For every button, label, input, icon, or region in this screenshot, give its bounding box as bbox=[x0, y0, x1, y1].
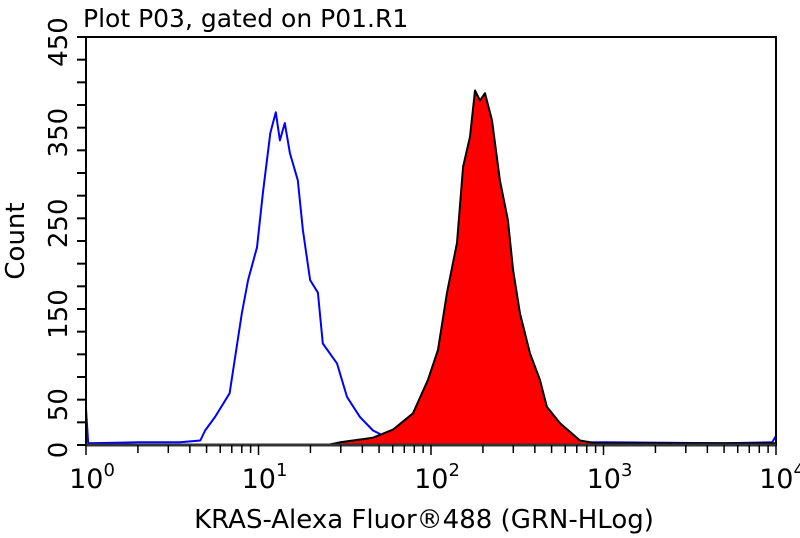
y-tick-label: 150 bbox=[44, 289, 74, 339]
chart-title: Plot P03, gated on P01.R1 bbox=[83, 4, 408, 33]
y-tick-label: 350 bbox=[44, 108, 74, 158]
x-tick-exponent: 4 bbox=[793, 460, 800, 481]
x-tick-base: 10 bbox=[759, 464, 793, 495]
x-tick-base: 10 bbox=[414, 464, 448, 495]
x-tick-label: 101 bbox=[242, 460, 288, 495]
x-tick-base: 10 bbox=[242, 464, 276, 495]
y-tick-label: 0 bbox=[44, 442, 74, 459]
x-tick-exponent: 3 bbox=[621, 460, 632, 481]
y-tick-label: 50 bbox=[44, 388, 74, 421]
x-tick-base: 10 bbox=[69, 464, 103, 495]
x-tick-exponent: 1 bbox=[276, 460, 287, 481]
x-tick-label: 103 bbox=[587, 460, 633, 495]
x-tick-label: 104 bbox=[759, 460, 800, 495]
y-tick-label: 450 bbox=[44, 17, 74, 67]
x-tick-base: 10 bbox=[587, 464, 621, 495]
x-tick-exponent: 2 bbox=[448, 460, 459, 481]
series-1-fill bbox=[327, 90, 776, 445]
series-1-outline bbox=[326, 89, 776, 446]
x-axis-label: KRAS-Alexa Fluor®488 (GRN-HLog) bbox=[194, 505, 654, 535]
y-tick-label: 250 bbox=[44, 199, 74, 249]
y-axis-label: Count bbox=[1, 202, 31, 279]
x-tick-label: 100 bbox=[69, 460, 115, 495]
series-layer bbox=[85, 89, 777, 446]
x-axis: 100 101 102 103 104 bbox=[69, 445, 800, 495]
y-axis: 0 50 150 250 350 450 bbox=[44, 17, 86, 458]
x-tick-label: 102 bbox=[414, 460, 460, 495]
x-tick-exponent: 0 bbox=[103, 460, 114, 481]
